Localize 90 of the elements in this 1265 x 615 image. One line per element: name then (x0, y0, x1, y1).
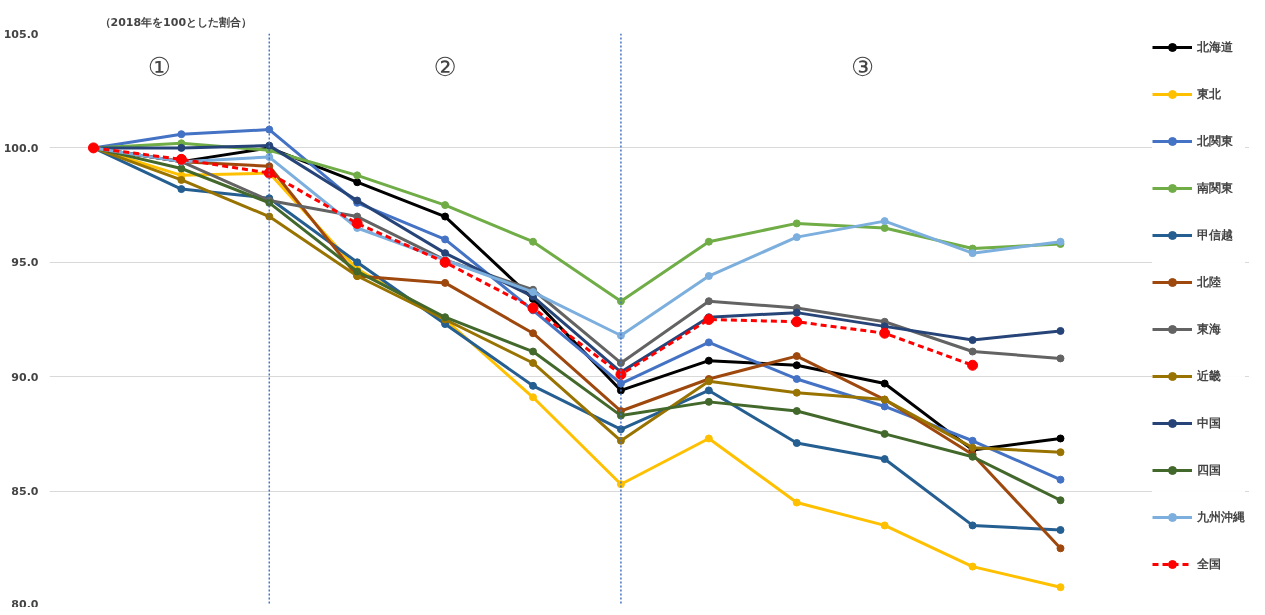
point (791, 316, 803, 328)
point (968, 436, 977, 445)
legend-label: 全国 (1197, 555, 1221, 573)
point (704, 386, 713, 395)
point (177, 143, 186, 152)
point (529, 237, 538, 246)
point (441, 201, 450, 210)
chart-title: （2018年を100とした割合） (99, 15, 253, 29)
point (792, 374, 801, 383)
point (1056, 583, 1065, 592)
legend-label: 近畿 (1197, 367, 1221, 385)
point (1056, 496, 1065, 505)
y-tick-label: 85.0 (11, 485, 39, 499)
point (880, 223, 889, 232)
legend-label: 九州沖縄 (1197, 508, 1245, 526)
point (792, 498, 801, 507)
point (704, 297, 713, 306)
point (880, 521, 889, 530)
point (529, 393, 538, 402)
point (616, 379, 625, 388)
point (529, 329, 538, 338)
point (704, 272, 713, 281)
point (792, 439, 801, 448)
y-tick-label: 90.0 (11, 370, 39, 384)
point (1056, 475, 1065, 484)
point (527, 302, 539, 314)
point (704, 338, 713, 347)
point (177, 175, 186, 184)
point (792, 407, 801, 416)
point (968, 521, 977, 530)
legend-label: 北海道 (1197, 38, 1233, 56)
point (529, 358, 538, 367)
legend-label: 中国 (1197, 414, 1221, 432)
y-tick-label: 100.0 (3, 141, 39, 155)
point (177, 185, 186, 194)
point (353, 178, 362, 187)
point (175, 153, 187, 165)
point (880, 429, 889, 438)
annotation: ② (433, 51, 457, 82)
point (439, 256, 451, 268)
legend-label: 甲信越 (1197, 226, 1233, 244)
point (441, 278, 450, 287)
point (177, 130, 186, 139)
y-tick-label: 95.0 (11, 256, 39, 270)
point (704, 237, 713, 246)
point (441, 249, 450, 258)
point (967, 359, 979, 371)
point (441, 212, 450, 221)
point (353, 171, 362, 180)
point (529, 381, 538, 390)
y-tick-label: 80.0 (11, 597, 39, 611)
point (704, 356, 713, 365)
point (1056, 434, 1065, 443)
point (968, 347, 977, 356)
point (792, 388, 801, 397)
point (792, 233, 801, 242)
point (529, 347, 538, 356)
y-tick-label: 105.0 (3, 27, 39, 41)
point (968, 562, 977, 571)
annotation: ① (147, 51, 172, 82)
point (704, 397, 713, 406)
point (704, 434, 713, 443)
point (177, 164, 186, 173)
point (879, 327, 891, 339)
point (353, 258, 362, 267)
legend-label: 南関東 (1197, 179, 1233, 197)
point (1056, 326, 1065, 335)
point (968, 336, 977, 345)
point (880, 217, 889, 226)
legend-label: 東海 (1197, 320, 1221, 338)
legend-label: 北関東 (1197, 132, 1233, 150)
point (968, 249, 977, 258)
point (1056, 526, 1065, 534)
legend-label: 北陸 (1197, 273, 1221, 291)
point (1056, 354, 1065, 363)
point (792, 361, 801, 370)
point (792, 219, 801, 228)
annotation: ③ (851, 51, 875, 82)
point (1056, 448, 1065, 457)
point (880, 402, 889, 411)
point (1056, 544, 1065, 553)
point (880, 455, 889, 464)
legend-label: 四国 (1197, 461, 1221, 479)
point (351, 217, 363, 229)
point (265, 125, 274, 134)
point (792, 352, 801, 361)
point (880, 379, 889, 388)
point (441, 235, 450, 244)
legend-label: 東北 (1197, 85, 1221, 103)
point (792, 308, 801, 317)
